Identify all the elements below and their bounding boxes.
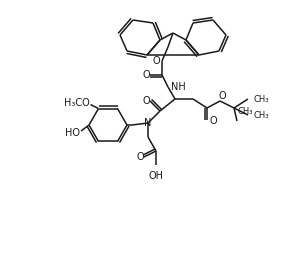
Text: O: O xyxy=(218,91,226,101)
Text: CH₃: CH₃ xyxy=(238,107,253,116)
Text: OH: OH xyxy=(148,171,164,181)
Text: O: O xyxy=(152,56,160,66)
Text: O: O xyxy=(142,96,150,106)
Text: O: O xyxy=(136,152,144,162)
Text: O: O xyxy=(209,116,217,126)
Text: NH: NH xyxy=(171,82,186,92)
Text: HO: HO xyxy=(65,128,80,138)
Text: CH₃: CH₃ xyxy=(253,111,269,120)
Text: O: O xyxy=(142,70,150,80)
Text: CH₃: CH₃ xyxy=(253,94,269,103)
Text: N: N xyxy=(144,118,152,128)
Text: H₃CO: H₃CO xyxy=(64,97,89,108)
